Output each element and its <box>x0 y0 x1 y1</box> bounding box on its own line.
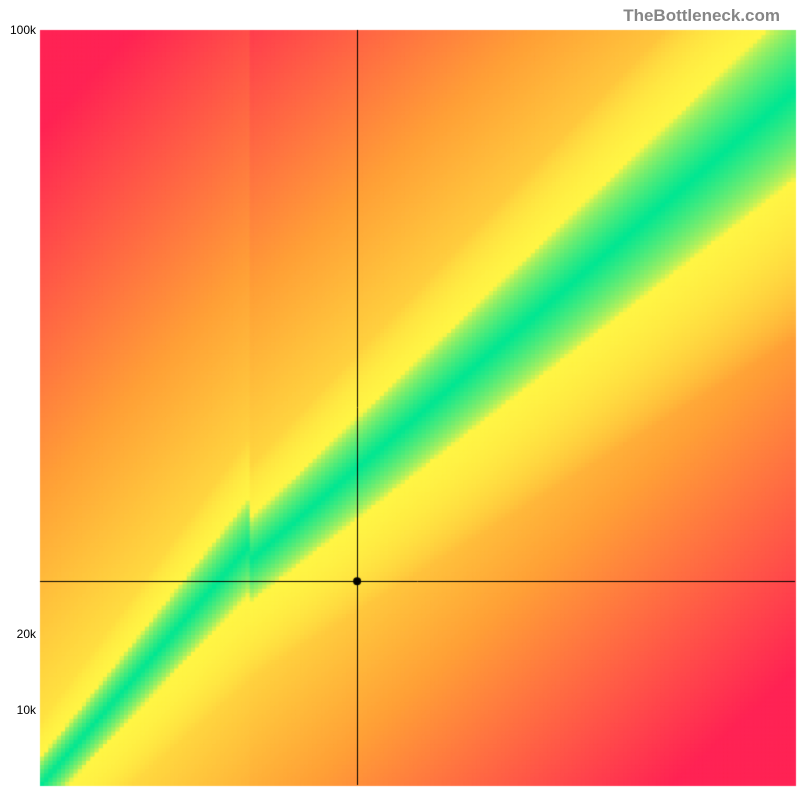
y-tick-label: 100k <box>0 23 36 37</box>
chart-stage: TheBottleneck.com 10k 20k 100k <box>0 0 800 800</box>
y-tick-label: 20k <box>0 627 36 641</box>
overlay-canvas <box>0 0 800 800</box>
watermark-text: TheBottleneck.com <box>623 6 780 26</box>
y-tick-label: 10k <box>0 703 36 717</box>
